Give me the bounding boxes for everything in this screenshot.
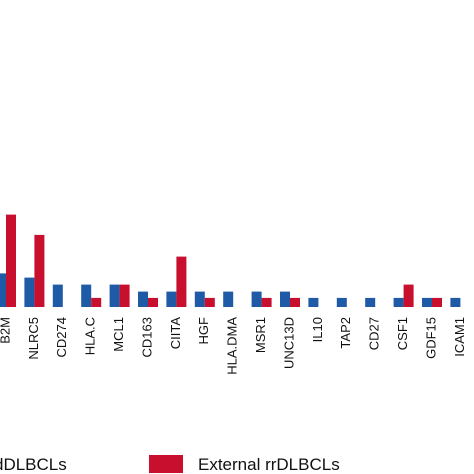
bar-ddlbcls-hla-dma	[223, 291, 234, 307]
x-tick-label-cd163: CD163	[139, 317, 154, 357]
x-tick-label-cd274: CD274	[54, 317, 69, 357]
x-tick-label-icam1: ICAM1	[452, 317, 467, 357]
x-tick-label-hla-dma: HLA.DMA	[225, 317, 240, 375]
x-tick-label-hgf: HGF	[196, 317, 211, 345]
x-tick-label-unc13d: UNC13D	[281, 317, 296, 369]
bar-external-rrdlbcls-csf1	[403, 284, 414, 307]
x-tick-label-ciita: CIITA	[168, 317, 183, 350]
bar-ddlbcls-cd163	[138, 291, 148, 307]
bar-ddlbcls-cd274	[52, 284, 63, 307]
x-tick-label-cd27: CD27	[367, 317, 382, 350]
bar-external-rrdlbcls-ciita	[176, 256, 187, 307]
x-tick-label-b2m: B2M	[0, 317, 12, 344]
bar-ddlbcls-msr1	[251, 291, 262, 307]
x-tick-label-csf1: CSF1	[395, 317, 410, 350]
bar-external-rrdlbcls-cd163	[148, 297, 158, 307]
bar-ddlbcls-ciita	[166, 291, 177, 307]
bar-ddlbcls-tap2	[336, 297, 347, 307]
bar-ddlbcls-csf1	[393, 297, 404, 307]
bar-ddlbcls-hgf	[194, 291, 205, 307]
bar-external-rrdlbcls-hgf	[204, 297, 215, 307]
bar-ddlbcls-b2m	[0, 273, 6, 307]
bar-ddlbcls-cd27	[365, 297, 376, 307]
x-tick-label-nlrc5: NLRC5	[26, 317, 41, 360]
bar-external-rrdlbcls-gdf15	[432, 297, 442, 307]
bar-ddlbcls-gdf15	[422, 297, 432, 307]
x-tick-label-msr1: MSR1	[253, 317, 268, 353]
bar-external-rrdlbcls-msr1	[261, 297, 272, 307]
bar-ddlbcls-il10	[308, 297, 319, 307]
legend: dDLBCLs External rrDLBCLs	[0, 455, 340, 474]
bar-external-rrdlbcls-hla-c	[91, 297, 102, 307]
bar-ddlbcls-hla-c	[81, 284, 92, 307]
legend-label-external-rrdlbcls: External rrDLBCLs	[198, 455, 340, 474]
x-tick-labels: B2M NLRC5 CD274 HLA.C MCL1 CD163 CIITA HGF HLA.D…	[0, 317, 467, 375]
legend-swatch-external-rrdlbcls	[149, 455, 183, 473]
x-tick-label-tap2: TAP2	[338, 317, 353, 349]
bar-ddlbcls-nlrc5	[24, 277, 35, 307]
x-tick-label-gdf15: GDF15	[423, 317, 438, 359]
bars-group	[0, 214, 461, 307]
x-tick-label-hla-c: HLA.C	[83, 317, 98, 355]
bar-ddlbcls-mcl1	[109, 284, 120, 307]
x-tick-label-mcl1: MCL1	[111, 317, 126, 352]
bar-ddlbcls-icam1	[450, 297, 461, 307]
bar-external-rrdlbcls-nlrc5	[34, 234, 45, 307]
bar-external-rrdlbcls-mcl1	[119, 284, 130, 307]
legend-label-ddlbcls: dDLBCLs	[0, 455, 67, 474]
bar-external-rrdlbcls-unc13d	[290, 297, 300, 307]
bar-external-rrdlbcls-b2m	[6, 214, 16, 307]
bar-ddlbcls-unc13d	[280, 291, 290, 307]
x-tick-label-il10: IL10	[310, 317, 325, 342]
